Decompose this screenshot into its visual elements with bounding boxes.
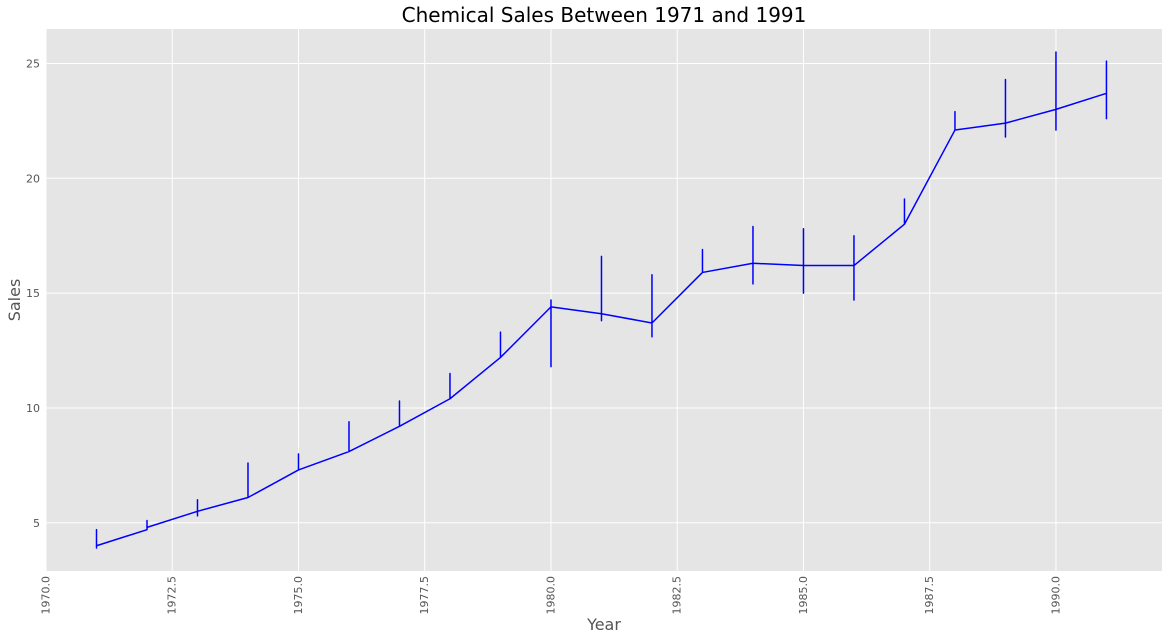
x-tick-labels: 1970.0 1972.5 1975.0 1977.5 1980.0 1982.5 1985… — [40, 576, 1063, 615]
x-tick-label: 1972.5 — [166, 576, 179, 615]
series-layer — [95, 51, 1108, 549]
y-tick-label: 10 — [26, 402, 40, 415]
x-tick-label: 1975.0 — [292, 576, 305, 615]
y-tick-label: 15 — [26, 287, 40, 300]
x-tick-label: 1990.0 — [1049, 576, 1062, 615]
y-tick-labels: 5 10 15 20 25 — [26, 57, 40, 529]
x-tick-label: 1977.5 — [418, 576, 431, 615]
sales-series-line — [95, 51, 1108, 549]
x-tick-label: 1985.0 — [797, 576, 810, 615]
x-tick-label: 1987.5 — [923, 576, 936, 615]
x-tick-label: 1982.5 — [671, 576, 684, 615]
y-tick-label: 5 — [33, 517, 40, 530]
grid-lines — [45, 29, 1162, 571]
plot-background — [46, 29, 1162, 571]
chart-title: Chemical Sales Between 1971 and 1991 — [402, 3, 807, 27]
x-axis-label: Year — [586, 615, 621, 634]
y-tick-label: 20 — [26, 172, 40, 185]
y-tick-label: 25 — [26, 57, 40, 70]
x-tick-label: 1970.0 — [40, 576, 53, 615]
x-tick-label: 1980.0 — [544, 576, 557, 615]
y-axis-label: Sales — [5, 279, 24, 322]
